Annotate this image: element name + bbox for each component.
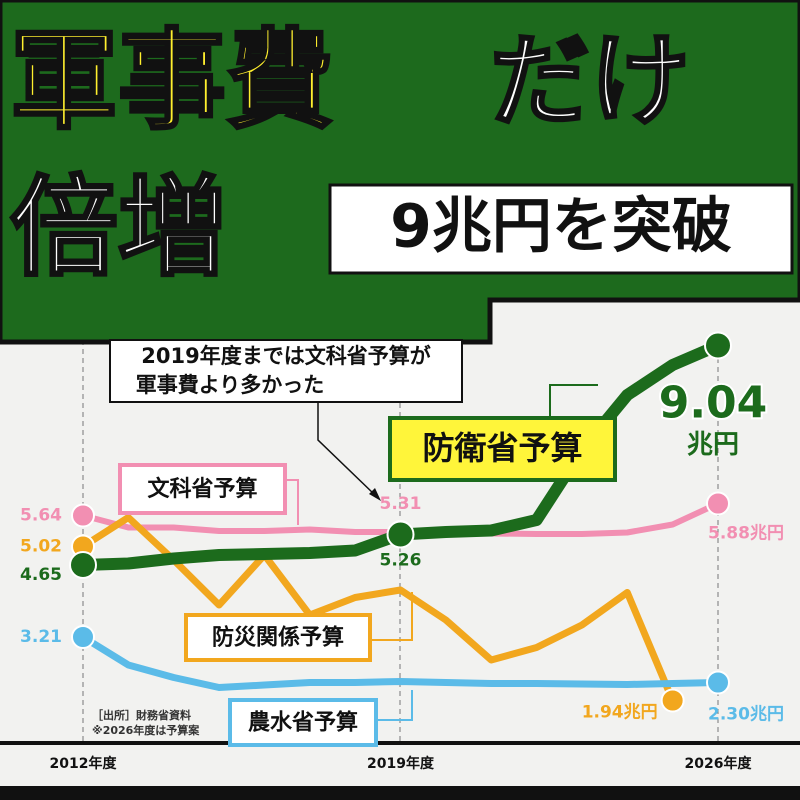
point	[706, 491, 730, 516]
value-label: 5.31	[380, 494, 422, 514]
series-line	[79, 514, 677, 704]
unit-label: 兆円	[687, 430, 739, 460]
value-label: 5.64	[20, 506, 62, 526]
legend-box	[184, 613, 372, 662]
value-label: 1.94兆円	[582, 703, 658, 723]
note-box	[109, 339, 463, 403]
legend-box	[228, 698, 378, 747]
note-arrow	[317, 402, 376, 496]
legend-label: 農水省予算	[248, 710, 358, 736]
value-label: 5.02	[20, 537, 62, 557]
point	[660, 688, 685, 713]
title-sub: だけ	[490, 22, 690, 139]
legend-connector	[285, 479, 299, 525]
value-label: 3.21	[20, 627, 62, 647]
legend-label: 文科省予算	[147, 476, 257, 502]
point	[69, 551, 97, 579]
headline-box	[328, 183, 794, 275]
point	[71, 503, 95, 528]
point	[386, 520, 415, 549]
x-tick-label: 2019年度	[367, 755, 435, 772]
value-label: 2.30兆円	[708, 705, 784, 725]
legend-connector	[370, 592, 413, 641]
source: ※2026年度は予算案	[92, 723, 200, 737]
legend-connector	[376, 690, 413, 721]
legend-box	[118, 463, 287, 515]
legend-label: 防衛省予算	[422, 429, 582, 467]
value-label: 5.88兆円	[708, 524, 784, 544]
x-tick-label: 2026年度	[685, 755, 753, 772]
title-main: 軍事費	[10, 19, 334, 144]
point	[704, 331, 732, 360]
note: 2019年度までは文科省予算が	[141, 344, 430, 368]
headline: 9兆円を突破	[390, 192, 732, 262]
series-line	[79, 633, 722, 691]
value-label: 5.26	[380, 551, 422, 571]
value-label: 4.65	[20, 565, 62, 585]
value-label: 9.04	[659, 378, 768, 429]
legend-connector	[549, 384, 598, 418]
x-tick-label: 2012年度	[50, 755, 118, 772]
note: 軍事費より多かった	[136, 373, 325, 397]
legend-label: 防災関係予算	[212, 625, 344, 651]
source: ［出所］財務省資料	[92, 708, 191, 722]
point	[706, 670, 730, 695]
point	[71, 625, 95, 649]
title-main: 倍増	[10, 166, 226, 291]
note-arrow-head	[369, 488, 381, 501]
legend-box	[388, 416, 617, 482]
footer-bar	[0, 786, 800, 800]
